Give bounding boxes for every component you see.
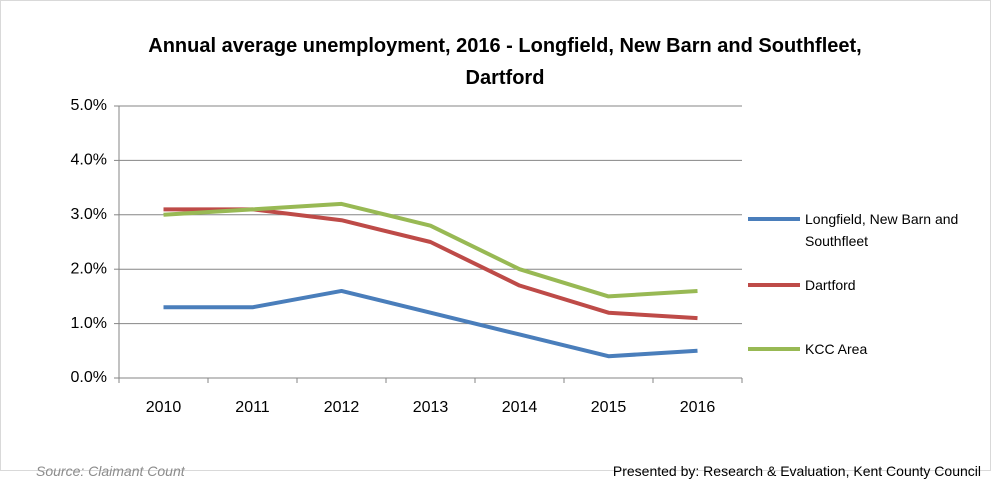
- x-tick-label: 2015: [591, 399, 627, 416]
- y-tick-label: 2.0%: [71, 260, 107, 277]
- series-line: [163, 201, 698, 299]
- legend-label: Longfield, New Barn and Southfleet: [805, 211, 959, 249]
- x-tick-label: 2012: [324, 399, 360, 416]
- y-tick-label: 1.0%: [71, 315, 107, 332]
- source: Source: Claimant Count: [36, 463, 185, 479]
- x-tick-label: 2010: [146, 399, 182, 416]
- chart-title: Annual average unemployment, 2016 - Long…: [148, 35, 862, 89]
- y-tick-label: 4.0%: [71, 152, 107, 169]
- x-tick-label: 2013: [413, 399, 449, 416]
- y-tick-label: 3.0%: [71, 206, 107, 223]
- frame: [0, 0, 991, 471]
- x-tick-label: 2011: [235, 399, 270, 416]
- series-line: [163, 288, 698, 359]
- legend-label: Dartford: [805, 277, 856, 293]
- y-tick-label: 5.0%: [71, 97, 107, 114]
- x-tick-label: 2016: [680, 399, 716, 416]
- legend-label: KCC Area: [805, 341, 868, 357]
- x-tick-label: 2014: [502, 399, 538, 416]
- y-tick-label: 0.0%: [71, 369, 107, 386]
- credit: Presented by: Research & Evaluation, Ken…: [612, 463, 981, 479]
